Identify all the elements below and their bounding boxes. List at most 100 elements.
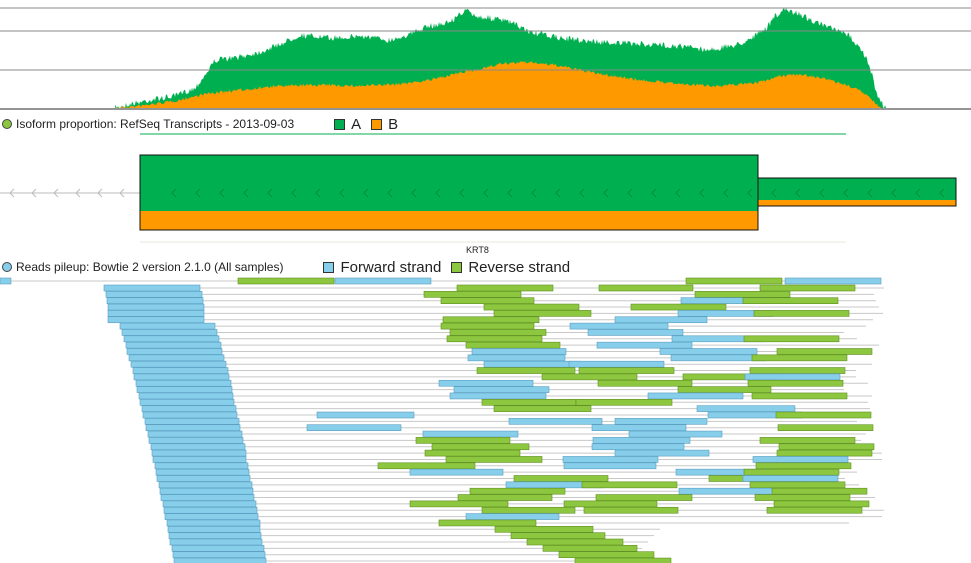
read-reverse xyxy=(581,481,678,489)
read-forward xyxy=(614,449,710,457)
read-forward xyxy=(696,405,796,412)
read-forward xyxy=(167,525,261,533)
pileup-track-title: Reads pileup: Bowtie 2 version 2.1.0 (Al… xyxy=(16,260,284,274)
read-forward xyxy=(119,322,216,330)
strand-arrow-icon xyxy=(675,188,681,198)
pileup-track-toggle-icon[interactable] xyxy=(2,262,12,272)
read-forward xyxy=(107,310,205,317)
read-forward xyxy=(169,538,263,546)
read-reverse xyxy=(759,437,856,444)
strand-arrow-icon xyxy=(651,188,657,198)
read-reverse xyxy=(440,297,535,305)
read-reverse xyxy=(595,494,693,501)
strand-arrow-icon xyxy=(819,188,825,198)
read-forward xyxy=(752,456,849,463)
read-reverse xyxy=(775,411,872,419)
read-reverse xyxy=(685,277,783,285)
strand-arrow-icon xyxy=(339,188,345,198)
strand-arrow-icon xyxy=(195,188,201,198)
read-forward xyxy=(306,424,402,432)
read-forward xyxy=(744,373,841,381)
read-reverse xyxy=(630,303,727,311)
read-reverse xyxy=(563,500,658,508)
pileup-legend: Forward strand Reverse strand xyxy=(313,259,570,276)
strand-arrow-icon xyxy=(483,188,489,198)
read-forward xyxy=(164,513,259,520)
read-forward xyxy=(139,398,235,406)
read-forward xyxy=(614,418,708,425)
read-forward xyxy=(145,424,241,432)
read-forward xyxy=(154,462,249,470)
read-reverse xyxy=(457,494,553,501)
coverage-isoform-a xyxy=(115,8,886,108)
read-forward xyxy=(141,405,237,412)
read-reverse xyxy=(409,500,509,508)
read-forward xyxy=(0,277,12,285)
read-reverse xyxy=(541,373,638,381)
exon-2-outline xyxy=(757,177,957,207)
read-reverse xyxy=(510,532,606,539)
read-reverse xyxy=(776,449,873,457)
read-reverse xyxy=(773,500,870,508)
strand-arrow-icon xyxy=(843,188,849,198)
read-forward xyxy=(106,297,204,305)
strand-arrow-icon xyxy=(411,188,417,198)
read-reverse xyxy=(751,354,848,362)
strand-arrow-icon xyxy=(171,188,177,198)
read-forward xyxy=(467,354,566,362)
legend-swatch-reverse xyxy=(451,261,463,273)
strand-arrow-icon xyxy=(939,188,945,198)
read-forward xyxy=(422,430,519,438)
read-forward xyxy=(103,284,201,292)
read-forward xyxy=(166,519,261,527)
read-reverse xyxy=(526,538,624,546)
read-forward xyxy=(128,354,225,362)
read-reverse xyxy=(476,367,576,374)
read-forward xyxy=(123,335,220,343)
read-reverse xyxy=(742,297,839,305)
legend-label-forward: Forward strand xyxy=(340,258,442,276)
read-forward xyxy=(152,456,247,463)
legend-label-b: B xyxy=(388,115,399,133)
strand-arrow-icon xyxy=(119,188,125,198)
read-reverse xyxy=(513,475,609,482)
read-forward xyxy=(465,513,560,520)
strand-arrow-icon xyxy=(243,188,249,198)
strand-arrow-icon xyxy=(31,188,37,198)
read-forward xyxy=(508,418,603,425)
read-forward xyxy=(562,456,659,463)
strand-arrow-icon xyxy=(723,188,729,198)
read-reverse xyxy=(465,341,561,349)
read-reverse xyxy=(574,557,672,563)
isoform-track-toggle-icon[interactable] xyxy=(2,119,12,129)
read-reverse xyxy=(481,506,576,514)
exon-2-isoform-a xyxy=(758,178,956,200)
read-reverse xyxy=(598,284,694,292)
read-reverse xyxy=(424,449,521,457)
read-forward xyxy=(158,481,253,489)
read-reverse xyxy=(481,398,577,406)
read-reverse xyxy=(575,398,673,406)
read-forward xyxy=(784,277,882,285)
read-reverse xyxy=(776,348,873,355)
legend-swatch-forward xyxy=(323,261,335,273)
strand-arrow-icon xyxy=(603,188,609,198)
strand-arrow-icon xyxy=(363,188,369,198)
read-reverse xyxy=(423,291,522,298)
read-forward xyxy=(453,386,550,393)
strand-arrow-icon xyxy=(97,188,103,198)
read-reverse xyxy=(747,379,844,387)
read-forward xyxy=(742,475,839,482)
read-forward xyxy=(107,303,205,311)
read-forward xyxy=(126,348,223,355)
read-forward xyxy=(138,392,234,400)
strand-arrow-icon xyxy=(267,188,273,198)
read-reverse xyxy=(445,456,543,463)
read-reverse xyxy=(578,367,675,374)
read-reverse xyxy=(751,392,848,400)
read-forward xyxy=(483,360,581,368)
read-reverse xyxy=(597,379,693,387)
read-forward xyxy=(471,348,567,355)
strand-arrow-icon xyxy=(555,188,561,198)
read-forward xyxy=(144,418,240,425)
